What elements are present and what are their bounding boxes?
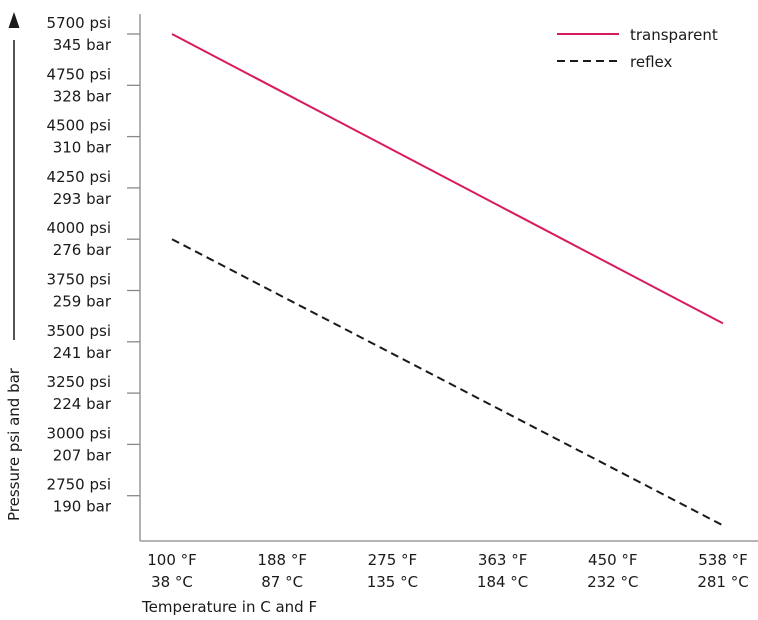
legend-label-reflex: reflex bbox=[630, 53, 672, 71]
x-tick-label-c: 281 °C bbox=[697, 573, 748, 591]
series-line-transparent bbox=[171, 33, 724, 325]
x-ticks: 100 °F 38 °C 188 °F 87 °C 275 °F 135 °C 363 °F… bbox=[147, 551, 748, 591]
y-tick-label-bar: 293 bar bbox=[53, 190, 112, 208]
x-tick-label-f: 275 °F bbox=[368, 551, 418, 569]
y-tick-label-bar: 345 bar bbox=[53, 36, 112, 54]
y-tick-label-psi: 4500 psi bbox=[47, 117, 111, 135]
y-tick-label-psi: 4000 psi bbox=[47, 219, 111, 237]
x-tick-label-c: 184 °C bbox=[477, 573, 528, 591]
x-tick-label-f: 100 °F bbox=[147, 551, 197, 569]
y-tick-label-psi: 3250 psi bbox=[47, 373, 111, 391]
y-tick-label-bar: 241 bar bbox=[53, 344, 112, 362]
y-tick-label-psi: 3000 psi bbox=[47, 424, 111, 442]
y-axis-title: Pressure psi and bar bbox=[5, 367, 23, 521]
x-tick-label-f: 188 °F bbox=[257, 551, 307, 569]
y-tick-label-psi: 5700 psi bbox=[47, 14, 111, 32]
y-ticks: 5700 psi 345 bar 4750 psi 328 bar 4500 psi 31… bbox=[47, 14, 140, 516]
y-tick-label-psi: 3500 psi bbox=[47, 322, 111, 340]
legend-label-transparent: transparent bbox=[630, 26, 718, 44]
y-tick-label-bar: 190 bar bbox=[53, 498, 112, 516]
legend: transparent reflex bbox=[557, 26, 718, 71]
y-tick-label-psi: 2750 psi bbox=[47, 476, 111, 494]
y-tick-label-psi: 4750 psi bbox=[47, 65, 111, 83]
x-tick-label-c: 135 °C bbox=[367, 573, 418, 591]
series-lines bbox=[171, 33, 724, 527]
x-axis-title: Temperature in C and F bbox=[141, 598, 317, 616]
x-tick-label-c: 38 °C bbox=[151, 573, 193, 591]
y-tick-label-psi: 3750 psi bbox=[47, 271, 111, 289]
series-line-reflex bbox=[171, 238, 724, 527]
y-tick-label-bar: 328 bar bbox=[53, 87, 112, 105]
y-axis-title-arrow-head bbox=[8, 12, 20, 28]
y-tick-label-bar: 224 bar bbox=[53, 395, 112, 413]
y-tick-label-bar: 310 bar bbox=[53, 139, 112, 157]
y-tick-label-psi: 4250 psi bbox=[47, 168, 111, 186]
y-tick-label-bar: 259 bar bbox=[53, 293, 112, 311]
x-tick-label-f: 538 °F bbox=[698, 551, 748, 569]
x-tick-label-f: 363 °F bbox=[478, 551, 528, 569]
x-tick-label-f: 450 °F bbox=[588, 551, 638, 569]
y-tick-label-bar: 207 bar bbox=[53, 446, 112, 464]
x-tick-label-c: 87 °C bbox=[261, 573, 303, 591]
y-tick-label-bar: 276 bar bbox=[53, 241, 112, 259]
x-tick-label-c: 232 °C bbox=[587, 573, 638, 591]
